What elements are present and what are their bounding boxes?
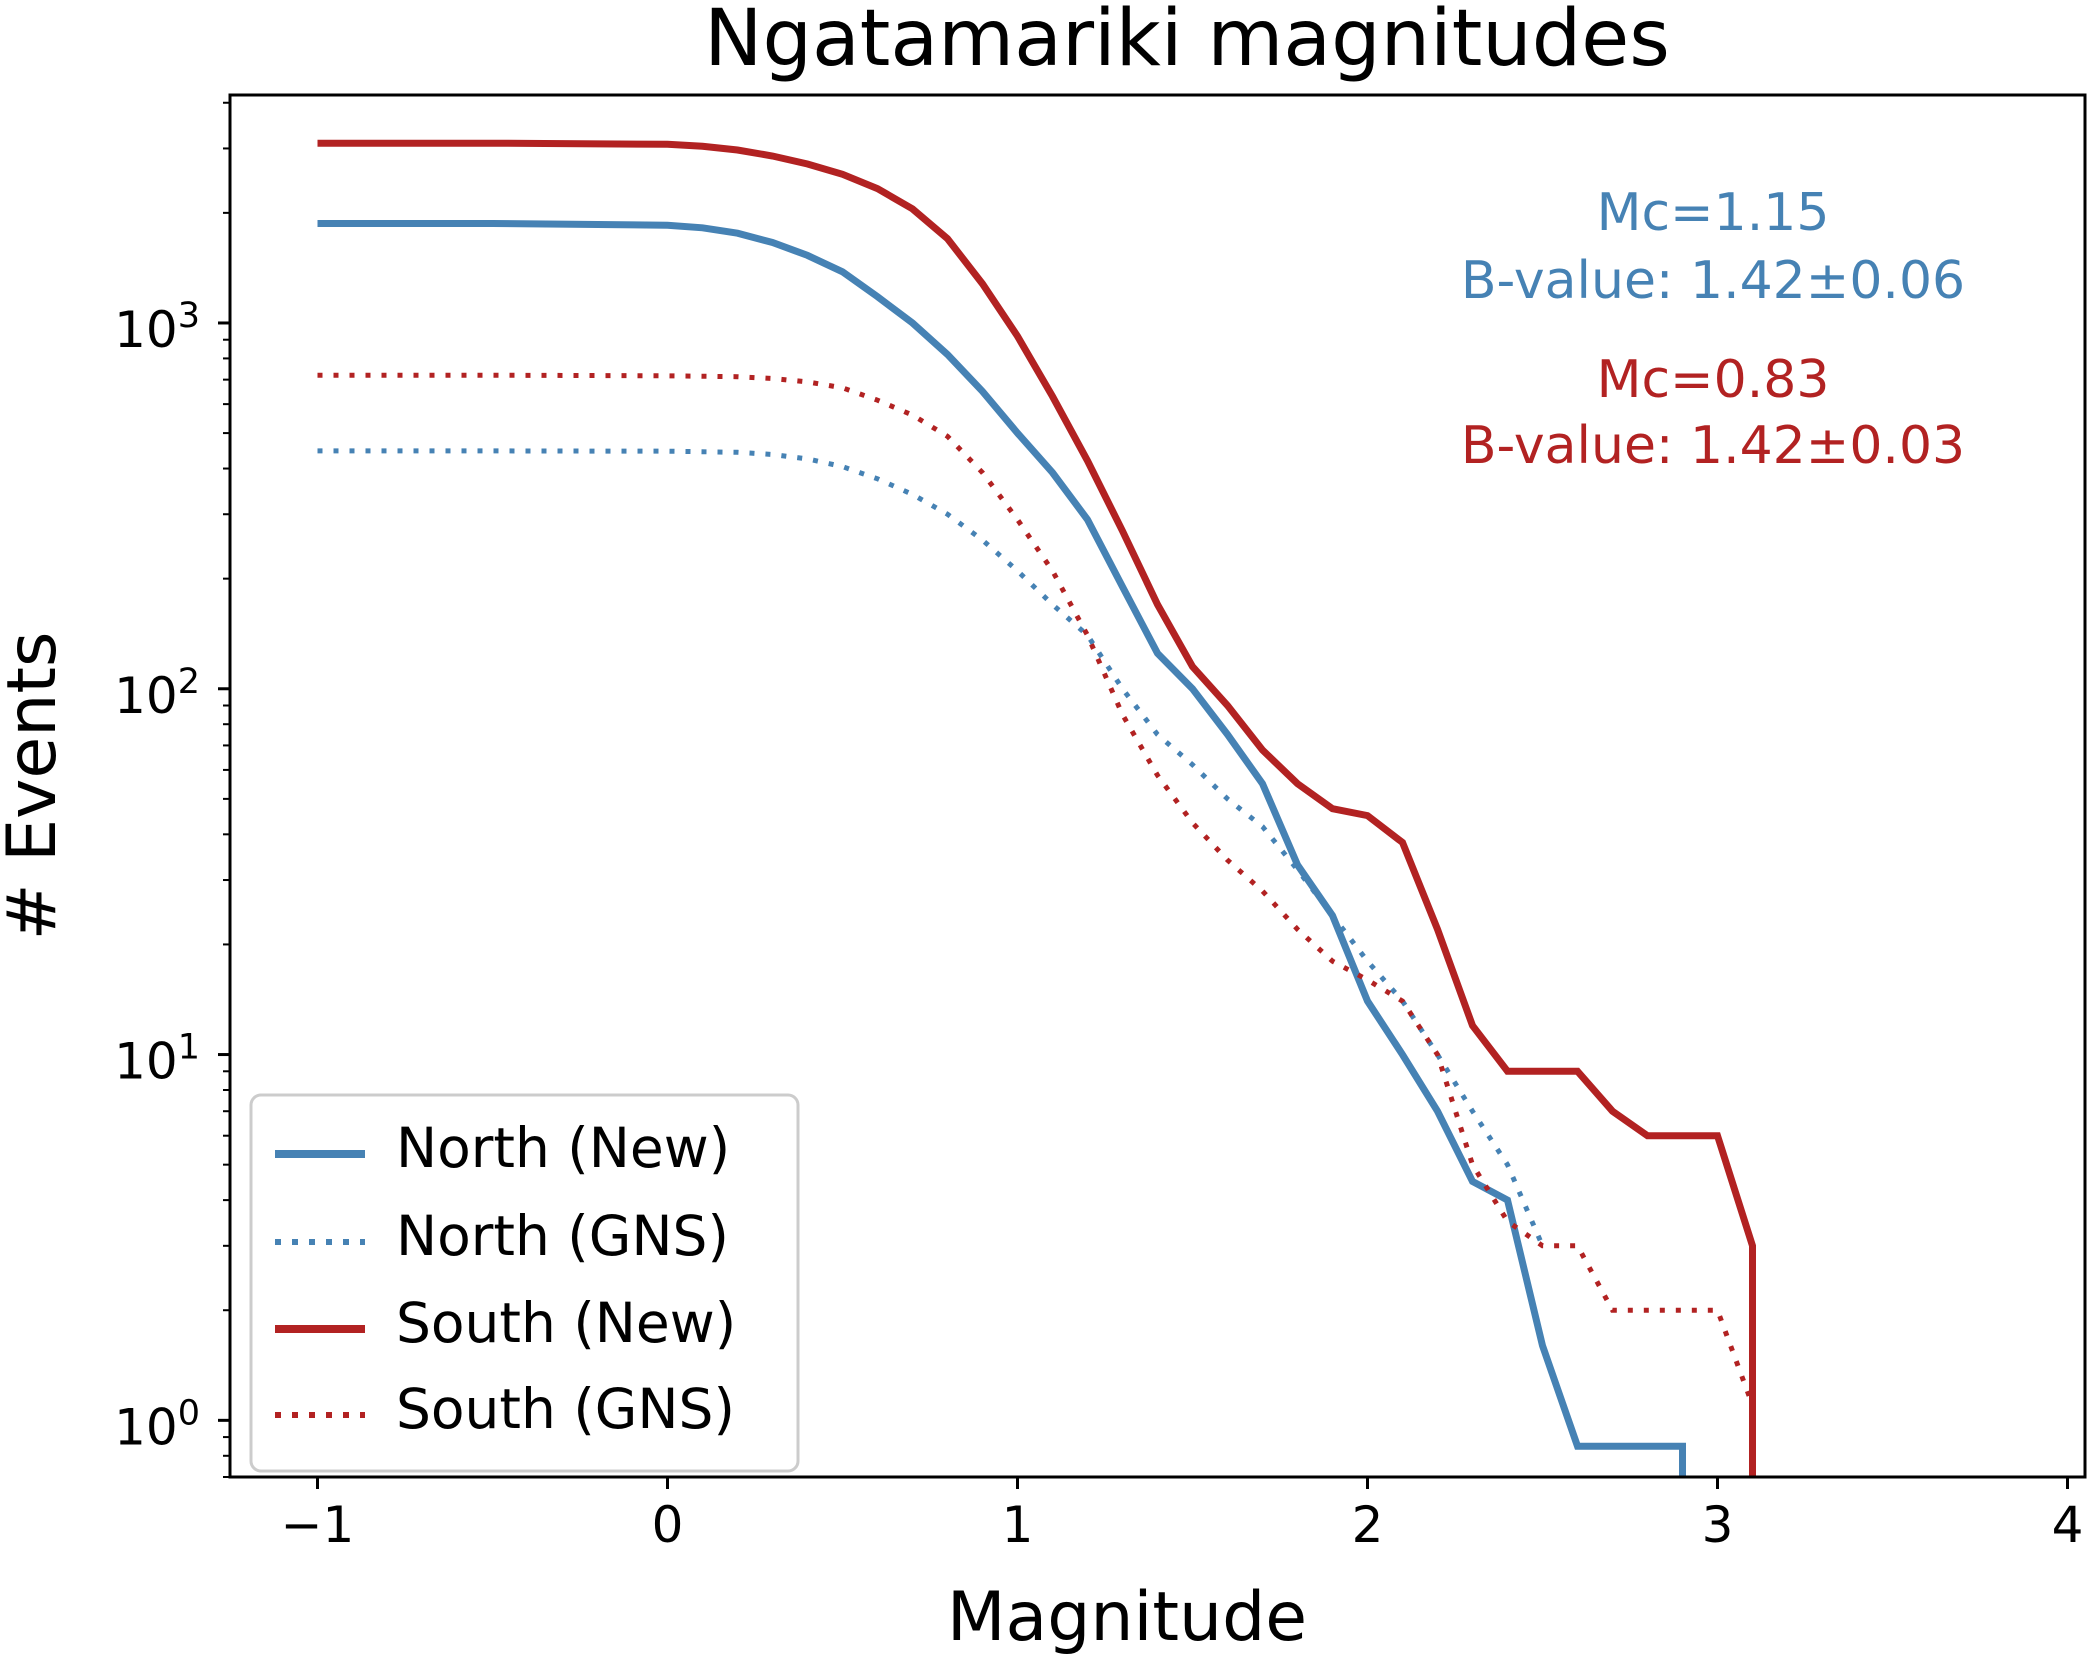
x-tick-label: 1 xyxy=(1002,1496,1034,1554)
series-layer xyxy=(317,139,1756,1477)
x-tick-label: 4 xyxy=(2052,1496,2084,1554)
chart-title: Ngatamariki magnitudes xyxy=(704,0,1670,84)
x-tick-label: 2 xyxy=(1352,1496,1384,1554)
x-axis-label: Magnitude xyxy=(947,1578,1307,1657)
legend-label-north-new: North (New) xyxy=(396,1116,730,1180)
legend: North (New) North (GNS) South (New) Sout… xyxy=(249,1093,800,1473)
series-line-north-gns xyxy=(317,448,1545,1247)
x-tick-label: 3 xyxy=(1702,1496,1734,1554)
annotation-north-mc: Mc=1.15 xyxy=(1597,183,1830,243)
y-axis-ticks: 100 101 102 103 xyxy=(114,101,230,1478)
annotation-south-bvalue: B-value: 1.42±0.03 xyxy=(1461,416,1965,476)
legend-label-south-gns: South (GNS) xyxy=(396,1377,735,1441)
legend-label-south-new: South (New) xyxy=(396,1291,736,1355)
x-tick-label: 0 xyxy=(652,1496,684,1554)
x-axis-ticks: −1 0 1 2 3 4 xyxy=(281,1477,2084,1554)
legend-box xyxy=(249,1093,800,1473)
y-tick-label: 102 xyxy=(114,662,200,725)
plot-frame xyxy=(228,93,2087,1479)
annotation-block: Mc=1.15 B-value: 1.42±0.06 Mc=0.83 B-val… xyxy=(1461,183,1965,476)
y-axis-label: # Events xyxy=(0,632,72,941)
annotation-north-bvalue: B-value: 1.42±0.06 xyxy=(1461,251,1965,311)
y-tick-label: 100 xyxy=(114,1393,200,1456)
series-line-north-new xyxy=(317,220,1686,1477)
legend-label-north-gns: North (GNS) xyxy=(396,1204,729,1268)
annotation-south-mc: Mc=0.83 xyxy=(1597,350,1830,410)
series-line-south-new xyxy=(317,139,1756,1477)
y-tick-label: 103 xyxy=(114,296,200,359)
y-tick-label: 101 xyxy=(114,1028,200,1091)
x-tick-label: −1 xyxy=(281,1496,355,1554)
